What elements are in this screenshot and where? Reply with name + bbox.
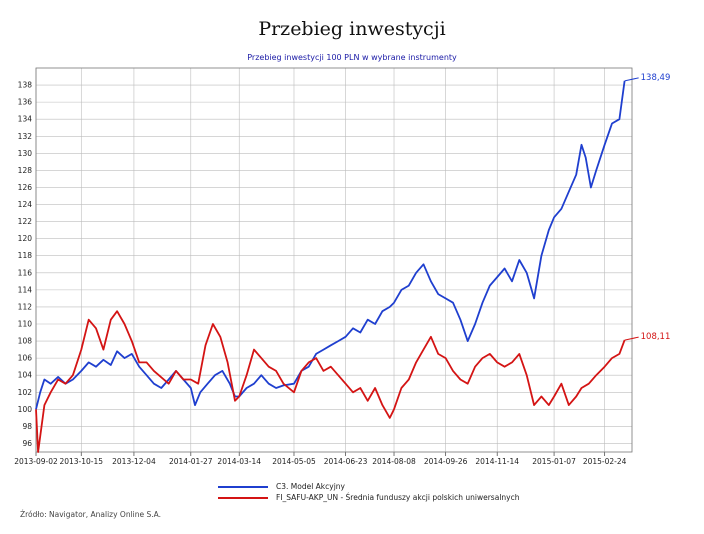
series-layer: 138,49 108,11: [35, 73, 671, 453]
grid: [35, 68, 632, 456]
x-tick-label: 2014-08-08: [372, 457, 416, 466]
y-tick-label: 104: [18, 371, 33, 380]
x-tick-label: 2014-01-27: [169, 457, 213, 466]
legend-item-series-2: FI_SAFU-AKP_UN - Średnia funduszy akcji …: [218, 492, 519, 503]
y-tick-label: 110: [18, 320, 33, 329]
y-tick-label: 128: [18, 166, 33, 175]
y-tick-label: 102: [18, 388, 33, 397]
y-tick-label: 116: [18, 268, 33, 277]
page-title: Przebieg inwestycji: [258, 18, 446, 40]
x-tick-label: 2014-03-14: [217, 457, 261, 466]
chart-subtitle: Przebieg inwestycji 100 PLN w wybrane in…: [247, 53, 457, 62]
end-value-label: 108,11: [641, 332, 671, 342]
x-tick-label: 2013-12-04: [112, 457, 156, 466]
y-tick-label: 136: [18, 98, 33, 107]
y-tick-label: 112: [18, 302, 33, 311]
y-tick-label: 108: [18, 337, 33, 346]
y-tick-label: 120: [18, 234, 33, 243]
end-value-label: 138,49: [641, 73, 671, 83]
end-label-leader: [624, 77, 639, 82]
series-line-2: [35, 310, 626, 453]
legend-label: FI_SAFU-AKP_UN - Średnia funduszy akcji …: [276, 493, 520, 502]
legend-item-series-1: C3. Model Akcyjny: [218, 481, 519, 492]
x-tick-label: 2013-09-02: [14, 457, 58, 466]
y-tick-label: 96: [22, 439, 32, 448]
y-tick-label: 98: [22, 422, 32, 431]
series-line-1: [35, 80, 626, 410]
x-tick-label: 2014-11-14: [475, 457, 519, 466]
x-tick-label: 2015-02-24: [583, 457, 627, 466]
y-tick-label: 100: [18, 405, 33, 414]
legend-label: C3. Model Akcyjny: [276, 482, 345, 491]
tick-labels: 96 98 100 102 104 106 108 110 112 114 116 118 120 122…: [14, 81, 626, 466]
y-tick-label: 130: [18, 149, 33, 158]
x-tick-label: 2014-09-26: [424, 457, 468, 466]
x-tick-label: 2015-01-07: [532, 457, 576, 466]
y-tick-label: 114: [18, 285, 33, 294]
source-note: Źródło: Navigator, Analizy Online S.A.: [20, 510, 162, 519]
legend-swatch-red: [218, 496, 268, 499]
plot-frame: [35, 67, 633, 453]
y-tick-label: 132: [18, 132, 33, 141]
end-label-leader: [624, 336, 639, 341]
y-tick-label: 134: [18, 115, 33, 124]
y-tick-label: 124: [18, 200, 33, 209]
y-tick-label: 138: [18, 81, 33, 90]
y-tick-label: 118: [18, 251, 33, 260]
legend: C3. Model Akcyjny FI_SAFU-AKP_UN - Średn…: [218, 481, 519, 503]
x-tick-label: 2013-10-15: [59, 457, 103, 466]
legend-swatch-blue: [218, 485, 268, 488]
x-tick-label: 2014-06-23: [324, 457, 368, 466]
y-tick-label: 106: [18, 354, 33, 363]
y-tick-label: 126: [18, 183, 33, 192]
x-tick-label: 2014-05-05: [272, 457, 316, 466]
y-tick-label: 122: [18, 217, 33, 226]
